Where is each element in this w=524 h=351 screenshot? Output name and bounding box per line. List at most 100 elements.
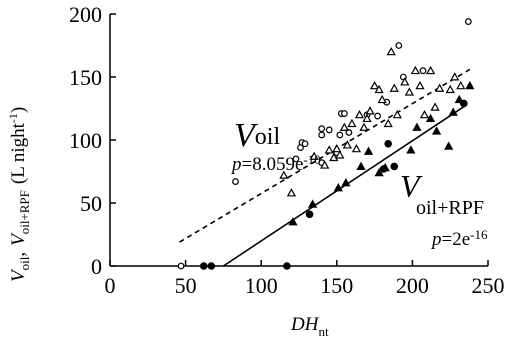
- x-tick-label: 200: [396, 273, 429, 298]
- data-point-filled-triangle: [431, 126, 442, 135]
- data-point-filled-circle: [207, 262, 216, 270]
- x-tick-label: 250: [472, 273, 505, 298]
- series-group: [288, 80, 475, 226]
- data-point-open-triangle: [332, 143, 342, 153]
- y-tick-label: 100: [69, 128, 102, 153]
- annotation-voilrpf-p: p=2e-16: [430, 227, 488, 250]
- data-point-filled-circle: [283, 262, 291, 270]
- data-point-open-triangle: [389, 83, 399, 92]
- annotation-voil-p: p=8.059e-10: [230, 152, 321, 175]
- data-point-open-circle: [419, 67, 427, 75]
- data-point-open-triangle: [286, 188, 297, 197]
- data-point-open-triangle: [329, 152, 339, 162]
- data-point-open-triangle: [383, 118, 393, 128]
- y-tick-label: 150: [69, 65, 102, 90]
- data-point-open-triangle: [351, 143, 362, 153]
- data-point-filled-circle: [305, 210, 314, 219]
- annotation-voilrpf-p-rest: =2e: [442, 229, 471, 250]
- x-axis-title: DHnt: [290, 314, 329, 339]
- y-tick-label: 50: [80, 191, 102, 216]
- data-point-filled-triangle: [288, 217, 298, 226]
- axes: 0 50 100 150 200 250 0 50 100 150 200: [69, 2, 505, 298]
- data-point-open-triangle: [456, 80, 466, 90]
- data-point-filled-triangle: [356, 161, 366, 170]
- data-point-open-triangle: [362, 113, 372, 123]
- annotation-voilrpf-p-exp: -16: [470, 227, 488, 242]
- data-point-filled-circle: [384, 139, 393, 148]
- data-point-filled-triangle: [363, 146, 374, 155]
- data-point-open-circle: [325, 126, 333, 134]
- annotation-voil-p-main: p: [230, 154, 242, 175]
- y-axis-title-v1: V: [8, 268, 29, 282]
- data-point-filled-triangle: [448, 107, 458, 116]
- y-axis-title: Voil, Voil+RPF (L night-1): [6, 107, 32, 282]
- data-point-open-triangle: [377, 94, 387, 104]
- annotation-voil: Voil: [234, 117, 280, 154]
- data-point-open-triangle: [320, 160, 330, 169]
- data-point-open-triangle: [365, 106, 375, 115]
- annotation-voil-sub: oil: [255, 124, 281, 150]
- data-point-open-triangle: [374, 84, 384, 94]
- series-group: [279, 46, 466, 197]
- y-axis-title-v2: V: [8, 232, 29, 246]
- data-point-open-triangle: [450, 72, 460, 81]
- y-tick-label: 200: [69, 2, 102, 27]
- y-axis-title-unit-open: (L night: [8, 122, 29, 184]
- y-ticks: 0 50 100 150 200: [69, 2, 116, 279]
- data-point-open-triangle: [434, 83, 445, 92]
- y-tick-label: 0: [91, 254, 102, 279]
- data-point-open-triangle: [445, 84, 455, 94]
- data-point-open-triangle: [425, 65, 436, 75]
- data-point-open-triangle: [335, 150, 345, 159]
- x-tick-label: 50: [175, 273, 197, 298]
- data-point-open-circle: [395, 42, 403, 49]
- data-point-filled-triangle: [374, 167, 384, 177]
- data-point-filled-triangle: [454, 94, 464, 104]
- data-point-open-triangle: [342, 140, 353, 149]
- data-point-open-circle: [374, 112, 382, 120]
- data-point-open-triangle: [415, 80, 425, 90]
- annotation-voilrpf-sub: oil+RPF: [416, 197, 484, 219]
- data-point-open-triangle: [279, 170, 289, 179]
- data-point-open-triangle: [309, 151, 319, 160]
- data-point-open-circle: [336, 131, 344, 139]
- data-point-open-circle: [177, 262, 185, 270]
- y-axis-title-unit-exp: -1: [6, 113, 20, 123]
- data-point-filled-triangle: [333, 183, 343, 192]
- y-axis-title-v2-sub: oil+RPF: [17, 190, 32, 234]
- data-point-open-triangle: [430, 102, 440, 111]
- data-point-open-triangle: [339, 122, 349, 131]
- annotation-voil-p-rest: =8.059e: [242, 154, 304, 175]
- data-point-filled-triangle: [425, 113, 436, 123]
- annotation-voilrpf-main: V: [400, 168, 423, 204]
- data-point-open-triangle: [354, 109, 365, 119]
- data-point-open-circle: [301, 140, 309, 148]
- y-axis-title-v1-sub: oil: [17, 256, 32, 270]
- data-point-open-triangle: [386, 46, 396, 56]
- voil-fit-line: [179, 68, 471, 243]
- x-tick-label: 100: [245, 273, 278, 298]
- data-point-open-triangle: [359, 122, 369, 131]
- data-point-open-circle: [340, 110, 348, 117]
- series-group: [177, 18, 472, 270]
- series-layer: [177, 18, 475, 270]
- data-point-open-triangle: [324, 145, 334, 154]
- data-point-open-triangle: [410, 65, 421, 75]
- data-point-open-triangle: [404, 87, 414, 96]
- data-point-open-triangle: [347, 118, 357, 128]
- data-point-filled-circle: [199, 262, 208, 270]
- y-axis-title-unit-close: ): [8, 107, 29, 113]
- data-point-open-triangle: [392, 109, 402, 119]
- data-point-filled-circle: [390, 162, 399, 171]
- data-point-filled-triangle: [465, 80, 475, 90]
- x-axis-title-main: DH: [290, 314, 320, 335]
- data-point-open-circle: [318, 131, 326, 139]
- annotation-voilrpf: V: [400, 168, 423, 204]
- x-tick-label: 0: [105, 273, 116, 298]
- data-point-filled-triangle: [341, 178, 351, 187]
- data-point-filled-triangle: [444, 141, 454, 150]
- data-point-open-circle: [464, 18, 472, 25]
- data-point-filled-triangle: [380, 162, 390, 172]
